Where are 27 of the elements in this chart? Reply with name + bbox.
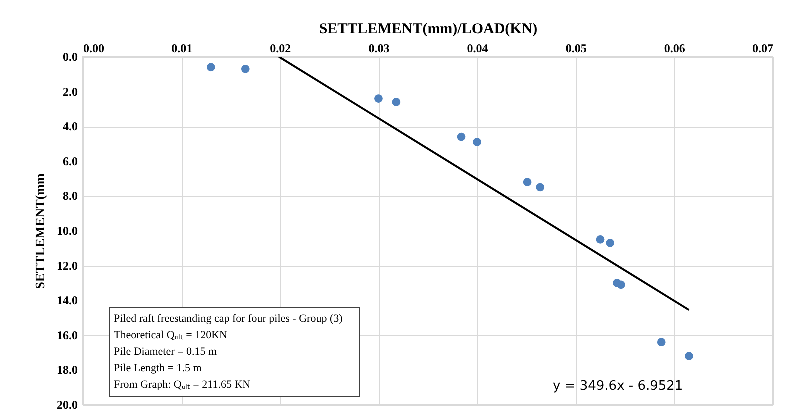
y-tick-label: 0.0 — [63, 50, 78, 64]
y-axis-title: SETTLEMENT(mm — [32, 174, 48, 290]
annotation: Piled raft freestanding cap for four piles - Group (3) — [114, 313, 344, 325]
x-tick-label: 0.00 — [84, 42, 104, 56]
x-tick-label: 0.04 — [467, 42, 488, 56]
annotation: From Graph: Qᵤₗₜ = 211.65 KN — [114, 379, 251, 391]
y-tick-label: 4.0 — [63, 120, 78, 134]
y-tick-label: 14.0 — [57, 294, 78, 308]
x-axis-title: SETTLEMENT(mm)/LOAD(KN) — [319, 22, 538, 38]
y-tick-label: 20.0 — [57, 398, 78, 412]
x-tick-label: 0.03 — [368, 42, 390, 56]
x-tick-label: 0.05 — [566, 42, 587, 56]
annotation: Pile Diameter = 0.15 m — [114, 346, 218, 358]
x-tick-label: 0.07 — [752, 42, 774, 56]
annotation: y = 349.6x - 6.9521 — [553, 379, 684, 394]
x-tick-label: 0.06 — [664, 42, 686, 56]
annotation: Pile Length = 1.5 m — [114, 362, 202, 374]
x-tick-label: 0.01 — [172, 42, 193, 56]
y-tick-label: 18.0 — [57, 363, 78, 378]
annotation: Theoretical Qᵤₗₜ = 120KN — [114, 330, 228, 342]
y-tick-label: 12.0 — [57, 258, 78, 273]
x-tick-label: 0.02 — [270, 42, 292, 56]
y-tick-label: 10.0 — [57, 224, 78, 238]
y-tick-label: 6.0 — [63, 154, 78, 168]
y-tick-label: 2.0 — [63, 84, 78, 99]
y-tick-label: 16.0 — [57, 328, 78, 342]
y-tick-label: 8.0 — [63, 189, 78, 204]
